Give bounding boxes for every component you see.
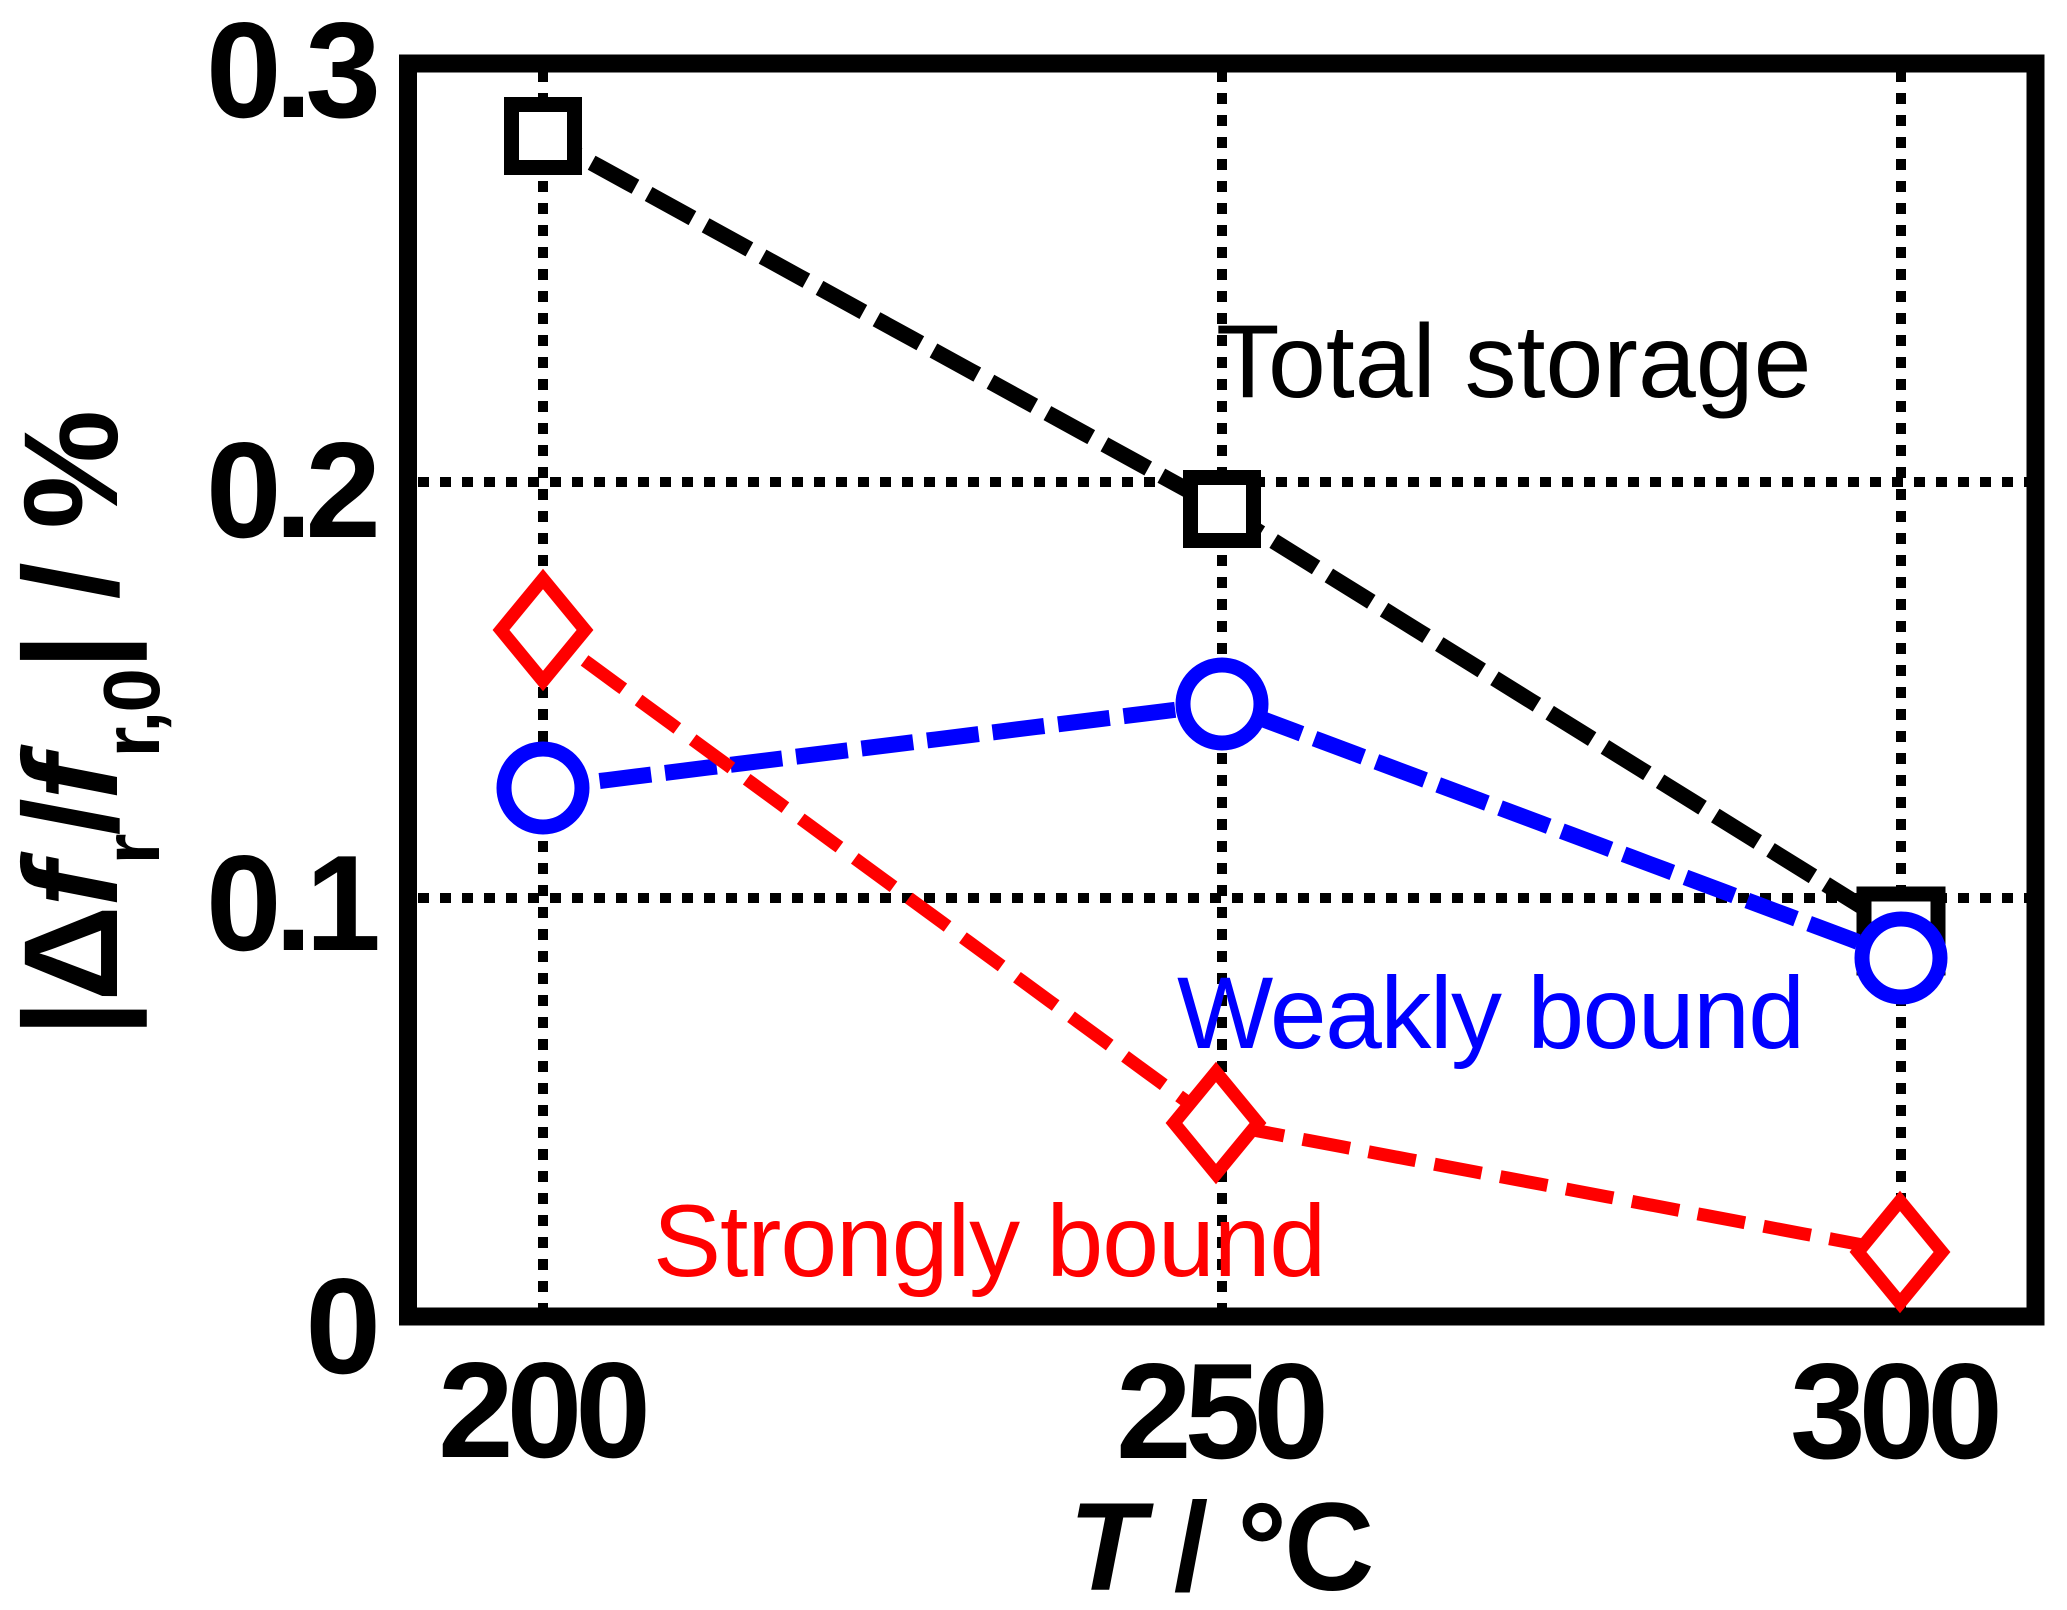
svg-text:Strongly bound: Strongly bound xyxy=(653,1184,1325,1298)
svg-text:0.1: 0.1 xyxy=(206,827,377,979)
svg-text:300: 300 xyxy=(1790,1335,1998,1487)
svg-text:0.2: 0.2 xyxy=(206,414,376,566)
svg-text:200: 200 xyxy=(438,1334,646,1486)
svg-text:0.3: 0.3 xyxy=(206,0,376,146)
svg-text:Weakly bound: Weakly bound xyxy=(1177,956,1804,1070)
svg-text:Total storage: Total storage xyxy=(1216,304,1811,420)
svg-text:250: 250 xyxy=(1116,1335,1324,1487)
svg-text:T / °C: T / °C xyxy=(1069,1478,1372,1610)
svg-text:0: 0 xyxy=(305,1250,376,1402)
